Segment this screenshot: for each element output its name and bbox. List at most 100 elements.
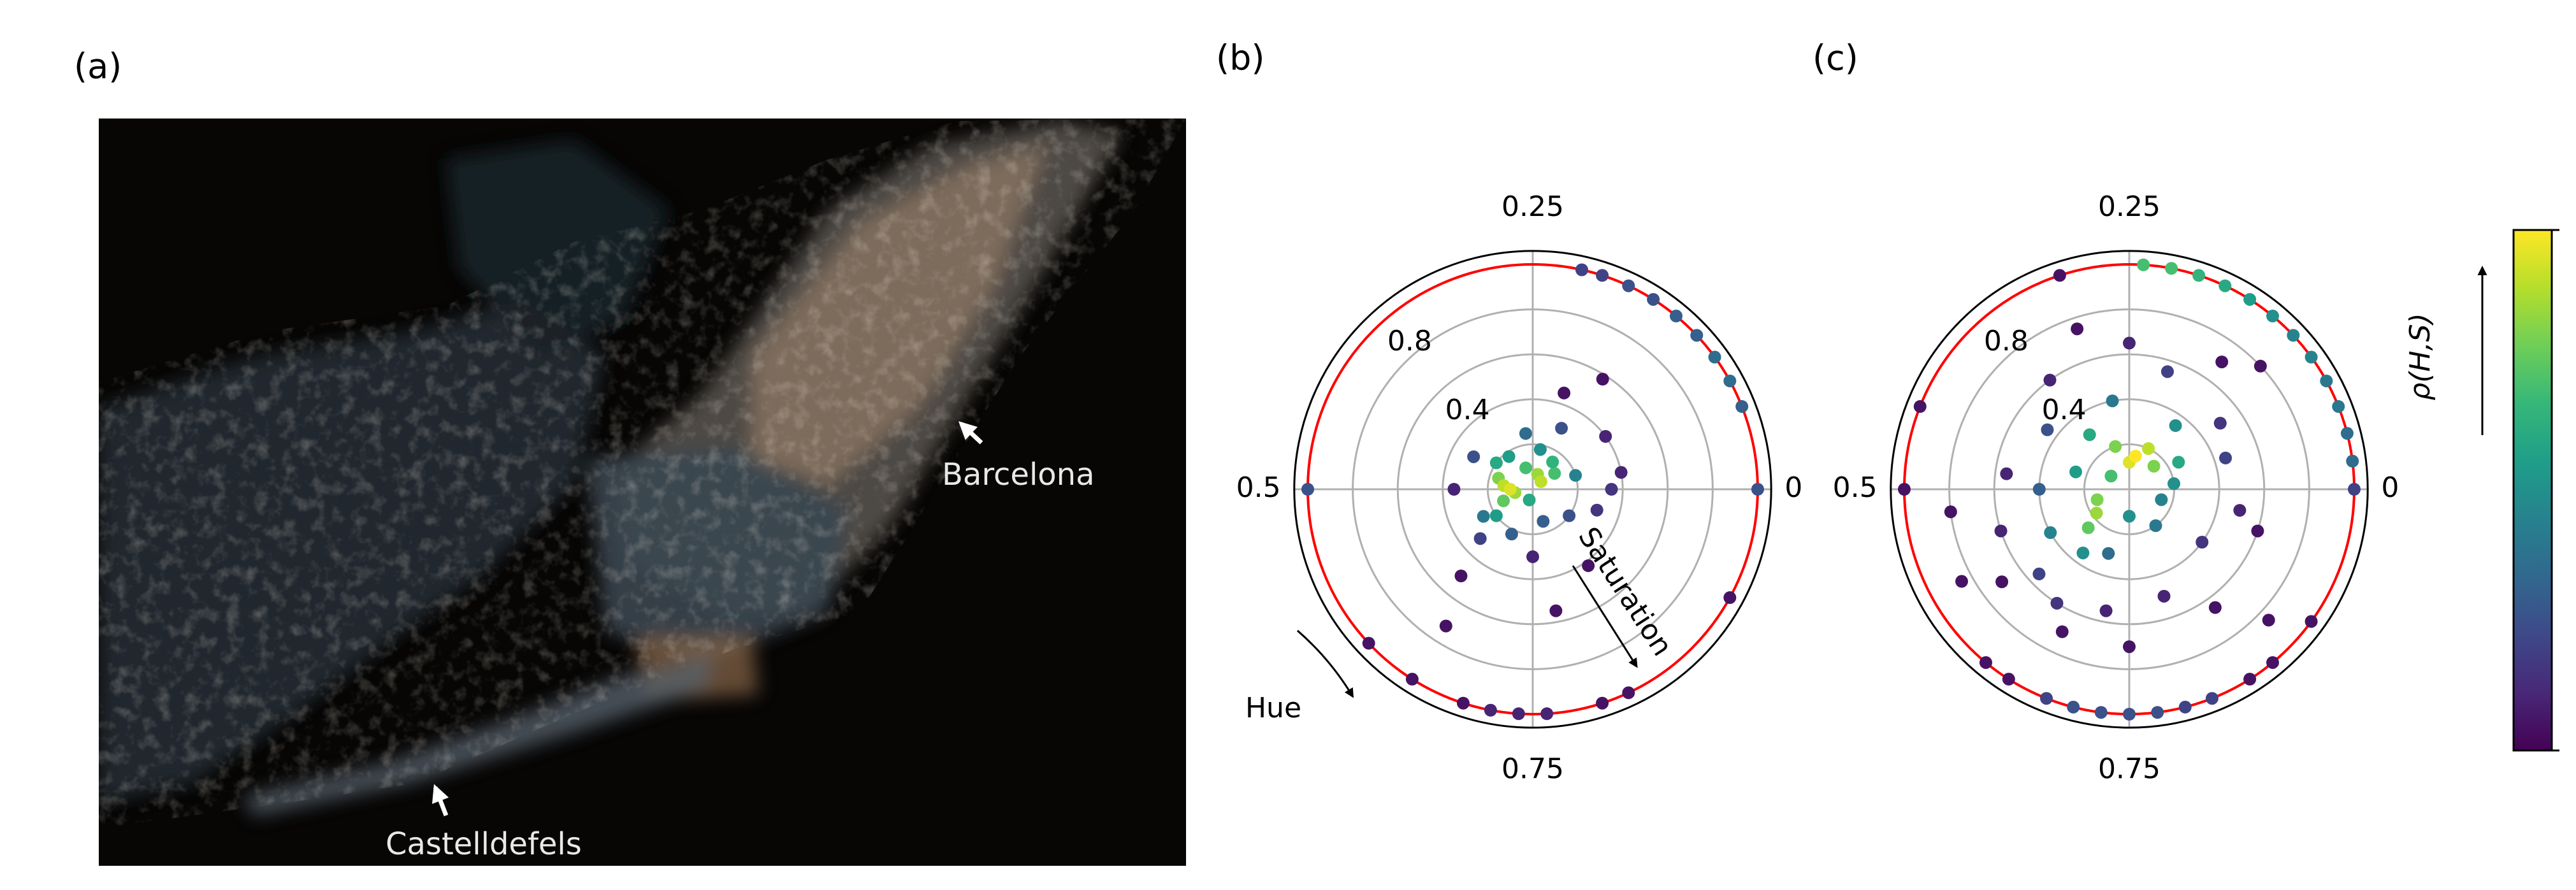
r-tick-label: 0.8 (1387, 325, 1432, 357)
point (2043, 373, 2057, 387)
point (2254, 359, 2267, 373)
point (1549, 604, 1563, 617)
point (1614, 466, 1628, 479)
theta-tick-label: 0.5 (1833, 471, 1878, 504)
point (1622, 686, 1635, 700)
point (2044, 526, 2057, 540)
point (1995, 575, 2009, 589)
point (1555, 422, 1568, 435)
point (2287, 329, 2300, 342)
point (2142, 442, 2155, 456)
point (2076, 546, 2090, 559)
point (2157, 589, 2171, 603)
point (1670, 310, 1683, 323)
theta-tick-label: 0.75 (1501, 752, 1564, 785)
hue-arrow (1296, 629, 1354, 698)
colorbar-label: ρ(H,S) (2404, 313, 2436, 400)
point (1454, 569, 1468, 582)
point (2123, 640, 2136, 654)
colorbar (2512, 229, 2553, 752)
r-tick-label: 0.8 (1984, 325, 2029, 357)
point (2002, 673, 2015, 686)
theta-tick-label: 0 (2381, 471, 2399, 504)
point (1599, 430, 1612, 443)
point (2099, 604, 2113, 617)
point (1751, 483, 1764, 496)
point (1955, 575, 1969, 588)
point (1994, 524, 2008, 538)
point (1362, 636, 1375, 650)
point (2106, 394, 2119, 408)
point (1497, 494, 1510, 508)
point (1647, 292, 1660, 306)
point (1596, 373, 1609, 386)
point (1605, 483, 1618, 496)
point (1405, 673, 1419, 686)
point (2123, 510, 2136, 523)
point (2149, 519, 2162, 533)
point (2081, 521, 2095, 535)
point (2053, 269, 2066, 282)
point (2032, 567, 2046, 580)
annotation: Hue (1245, 692, 1301, 724)
panel-label: (c) (1813, 38, 1858, 78)
point (2000, 467, 2013, 480)
r-tick-label: 0.4 (1445, 394, 1490, 426)
point (1456, 696, 1470, 710)
point (2243, 292, 2257, 306)
plot-border (1890, 250, 2369, 729)
point (1301, 483, 1314, 496)
point (1447, 483, 1461, 496)
point (2213, 417, 2227, 430)
theta-tick-label: 0.25 (1501, 190, 1564, 223)
point (1582, 559, 1595, 572)
point (1523, 493, 1536, 506)
point (1558, 386, 1571, 399)
point (2109, 440, 2122, 453)
point (1596, 696, 1609, 710)
point (1519, 427, 1532, 440)
point (1708, 350, 1721, 364)
point (1723, 591, 1737, 605)
point (2147, 459, 2160, 473)
point (2340, 427, 2354, 440)
point (1590, 503, 1603, 517)
point (2032, 483, 2046, 496)
point (2102, 547, 2115, 560)
point (1519, 461, 1533, 475)
point (1569, 469, 1582, 482)
point (1575, 263, 1589, 276)
point (1548, 467, 1561, 480)
point (2155, 493, 2168, 506)
point (2305, 615, 2318, 628)
point (1898, 483, 1911, 496)
point (1502, 450, 1516, 463)
point (2090, 506, 2103, 520)
point (1467, 450, 1480, 463)
theta-tick-label: 0.75 (2098, 752, 2160, 785)
point (2266, 656, 2280, 669)
point (2104, 470, 2118, 483)
point (2041, 423, 2054, 436)
point (2320, 374, 2333, 387)
point (2050, 596, 2064, 610)
point (2348, 483, 2361, 496)
point (2094, 706, 2108, 719)
point (1484, 703, 1497, 717)
point (2169, 419, 2182, 433)
point (2178, 700, 2192, 714)
point (2129, 449, 2142, 463)
r-tick-label: 0.4 (2042, 394, 2087, 426)
photo-label: Barcelona (942, 457, 1094, 492)
point (2040, 692, 2053, 705)
point (2071, 322, 2084, 336)
photo-label: Castelldefels (386, 826, 582, 862)
theta-tick-label: 0.5 (1236, 471, 1281, 504)
point (2346, 454, 2359, 468)
satellite-photo (99, 118, 1186, 866)
point (2192, 269, 2206, 282)
point (1944, 505, 1957, 519)
point (2137, 258, 2150, 271)
